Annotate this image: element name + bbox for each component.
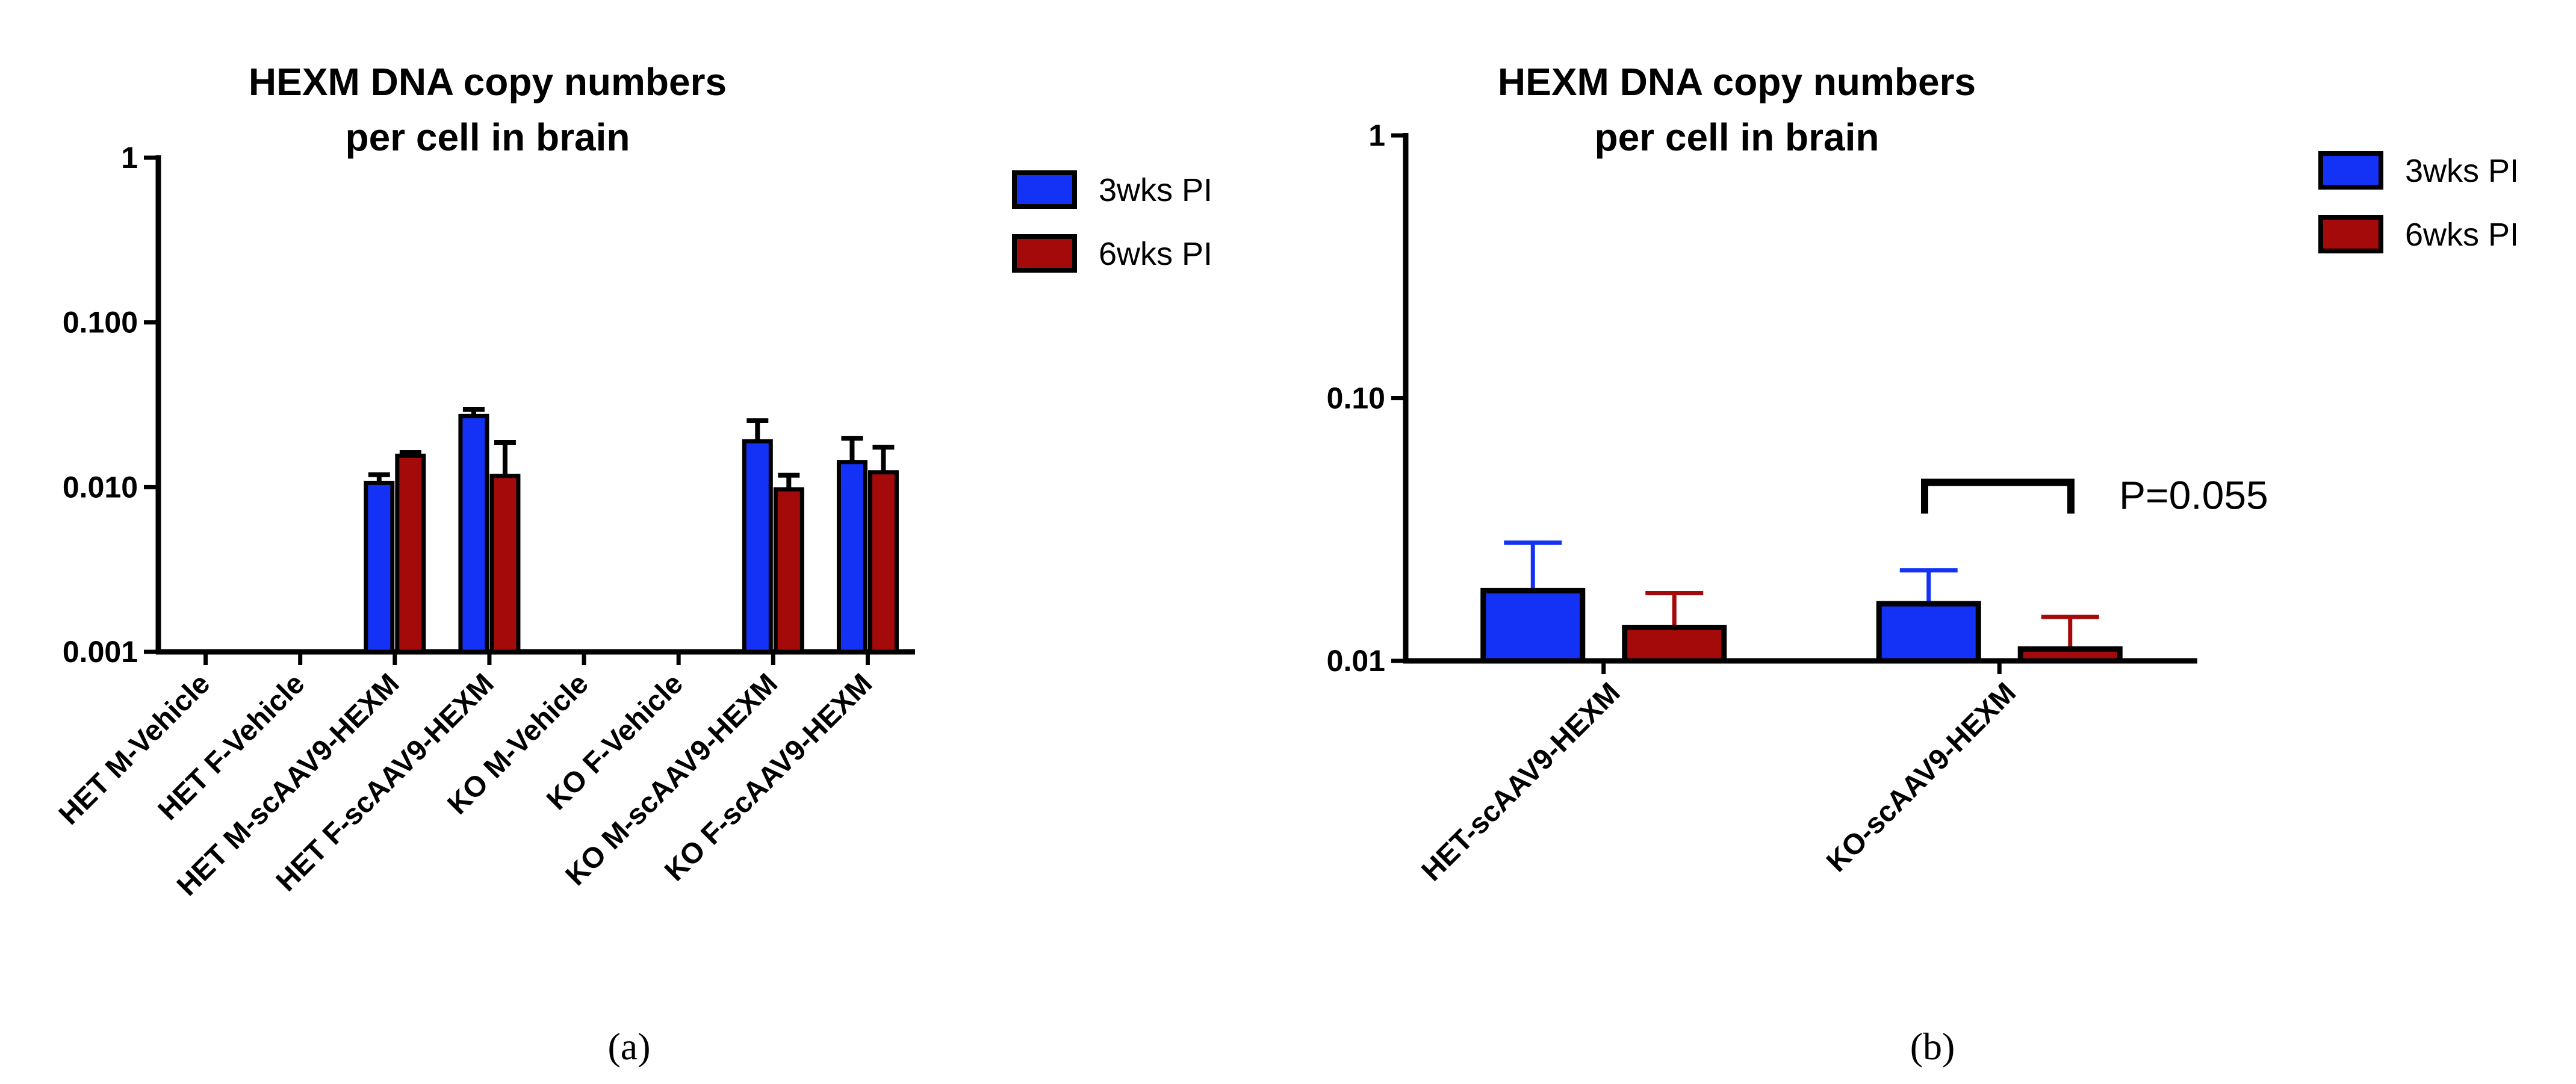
legend-swatch-6wks [1012,234,1077,273]
legend-label-6wks: 6wks PI [1099,236,1212,272]
chart-a-title-line-1: HEXM DNA copy numbers [249,60,727,104]
p-value-annotation: P=0.055 [2119,472,2268,517]
panel-label-a: (a) [607,1025,650,1068]
y-tick-label: 0.01 [1327,644,1385,678]
bar-6wks-pi [395,453,426,654]
y-tick-label: 0.001 [63,635,138,669]
bar-6wks-pi [2017,646,2123,664]
bar-6wks-pi [867,470,899,654]
legend-label-3wks: 3wks PI [1099,172,1212,208]
y-tick-label: 1 [1368,119,1385,152]
legend-swatch-3wks [1012,170,1077,209]
legend-swatch-6wks [2318,215,2383,253]
panel-label-b: (b) [1910,1025,1955,1068]
y-tick-label: 0.100 [63,306,138,339]
chart-b-legend: 3wks PI 6wks PI [2318,151,2519,253]
bar-3wks-pi [742,439,773,654]
bar-6wks-pi [489,474,521,654]
bar-3wks-pi [458,413,489,654]
bar-3wks-pi [1876,601,1981,664]
chart-panel-b: HEXM DNA copy numbers per cell in brain … [1327,60,2519,1068]
legend-label-6wks: 6wks PI [2405,217,2519,253]
chart-b-title-line-1: HEXM DNA copy numbers [1498,60,1976,104]
bar-3wks-pi [364,480,395,654]
chart-b-title-line-2: per cell in brain [1594,116,1879,159]
bar-6wks-pi [1622,625,1727,664]
bar-3wks-pi [836,460,867,654]
bar-6wks-pi [773,487,804,654]
chart-a-title-line-2: per cell in brain [345,116,630,159]
y-tick-label: 0.10 [1327,382,1385,415]
legend-label-3wks: 3wks PI [2405,153,2519,189]
y-tick-label: 0.010 [63,470,138,504]
chart-a-legend: 3wks PI 6wks PI [1012,170,1212,273]
significance-bracket [1921,479,2075,514]
x-category-label: KO-scAAV9-HEXM [1820,677,2022,878]
y-tick-label: 1 [121,141,138,175]
chart-b-plot-area: 0.01 0.10 1 HET-scAAV9-HEXM KO-scAAV9-HEXM P=… [1327,119,2268,887]
legend-swatch-3wks [2318,151,2383,190]
chart-panel-a: HEXM DNA copy numbers per cell in brain … [53,60,1212,1068]
bar-3wks-pi [1480,587,1586,664]
x-category-label: HET-scAAV9-HEXM [1416,677,1627,887]
